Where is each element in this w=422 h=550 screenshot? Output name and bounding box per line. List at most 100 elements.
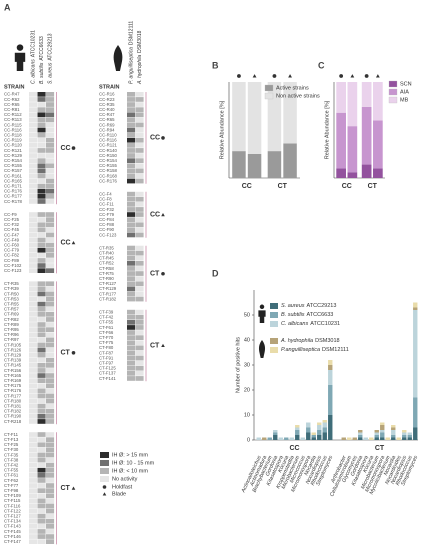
heat-cell <box>29 503 38 509</box>
bar-segment <box>407 437 412 440</box>
heat-cell <box>127 261 136 266</box>
heat-cell <box>29 322 38 327</box>
heat-cell <box>37 263 46 268</box>
heat-cell <box>46 117 55 123</box>
panel-letter: C <box>318 60 325 70</box>
heat-cell <box>127 227 136 233</box>
heat-cell <box>127 291 136 297</box>
heat-cell <box>46 414 55 419</box>
strain-label: CT-R97 <box>4 337 19 342</box>
strain-label: CT-R35 <box>99 245 114 250</box>
heat-cell <box>46 378 55 383</box>
bar-segment <box>322 432 327 440</box>
heat-cell <box>29 513 38 519</box>
strain-label: CC-R140 <box>99 148 118 153</box>
heat-cell <box>46 363 55 368</box>
legend-swatch <box>270 347 278 353</box>
heat-cell <box>37 347 46 353</box>
heat-cell <box>127 148 136 153</box>
heat-cell <box>46 483 55 488</box>
marker <box>71 146 76 150</box>
heat-cell <box>46 437 55 442</box>
strain-label: CC-F4 <box>99 191 112 196</box>
panel-letter: B <box>212 60 219 70</box>
strain-label: CT-R40 <box>99 250 114 255</box>
icon-body <box>113 45 123 71</box>
bar-segment <box>336 168 346 178</box>
strain-label: CT-R89 <box>4 322 19 327</box>
strain-label: CC-R16 <box>99 92 115 97</box>
heat-cell <box>46 173 55 179</box>
species: P. anguilliseptica <box>129 47 135 84</box>
heat-cell <box>29 529 38 534</box>
strain-label: CT-R182 <box>4 409 22 414</box>
heat-cell <box>29 363 38 368</box>
strain-label: CC-R23 <box>99 97 115 102</box>
heat-cell <box>37 178 46 184</box>
strain-label: CC-F88 <box>99 222 115 227</box>
heat-cell <box>37 247 46 253</box>
legend-label: P.anguilliseptica DSM12111 <box>281 347 349 353</box>
heat-cell <box>37 393 46 399</box>
heat-cell <box>135 340 144 346</box>
heat-cell <box>29 97 38 102</box>
heat-cell <box>29 488 38 493</box>
heat-cell <box>46 447 55 453</box>
heat-cell <box>127 371 136 376</box>
strain: DSM12111 <box>322 347 349 353</box>
heat-cell <box>135 355 144 361</box>
heat-cell <box>29 518 38 524</box>
bar-segment <box>402 437 407 440</box>
strain-label: CT-R39 <box>4 286 19 291</box>
heat-cell <box>135 158 144 163</box>
strain-label: CC-F102 <box>4 263 22 268</box>
heat-cell <box>37 467 46 473</box>
strain-label: CC-R112 <box>4 112 22 117</box>
heat-cell <box>127 232 136 238</box>
heat-cell <box>37 153 46 158</box>
bar-segment <box>380 425 385 430</box>
heat-cell <box>127 350 136 356</box>
heat-cell <box>135 148 144 153</box>
bar-segment <box>300 437 305 440</box>
strain-label: CC-R115 <box>4 122 22 127</box>
marker <box>161 271 165 276</box>
heat-cell <box>127 212 136 217</box>
panel-letter: D <box>212 268 219 278</box>
strain-label: CT-R190 <box>4 414 22 419</box>
strain-label: CT-R180 <box>4 398 22 403</box>
heat-cell <box>135 286 144 292</box>
heat-cell <box>127 163 136 169</box>
strain-label: CC-R65 <box>99 117 115 122</box>
strain: ATCC29213 <box>48 33 54 60</box>
legend-swatch <box>270 338 278 344</box>
heat-cell <box>29 337 38 343</box>
heat-cell <box>127 335 136 340</box>
bar-segment <box>278 437 283 440</box>
strain: DSM3018 <box>315 338 339 344</box>
strain: DSM12111 <box>129 21 135 45</box>
heat-cell <box>135 137 144 143</box>
strain-label: CC-R158 <box>99 168 118 173</box>
heat-cell <box>127 309 136 315</box>
heat-cell <box>37 173 46 179</box>
heat-cell <box>46 452 55 458</box>
heat-cell <box>29 263 38 268</box>
heat-cell <box>46 97 55 102</box>
bar-segment <box>361 82 372 107</box>
heat-cell <box>37 127 46 133</box>
heat-cell <box>37 227 46 233</box>
strain-label: CT-F75 <box>99 340 114 345</box>
strain-label: CT-F122 <box>4 508 21 513</box>
bar-segment <box>267 151 282 178</box>
heat-cell <box>29 452 38 458</box>
heat-cell <box>135 276 144 281</box>
heat-cell <box>135 127 144 133</box>
heat-cell <box>37 237 46 243</box>
heat-cell <box>29 437 38 442</box>
bar-segment <box>347 172 358 178</box>
species: S. aureus <box>281 303 305 309</box>
heat-cell <box>127 202 136 207</box>
bar-segment <box>328 370 333 385</box>
